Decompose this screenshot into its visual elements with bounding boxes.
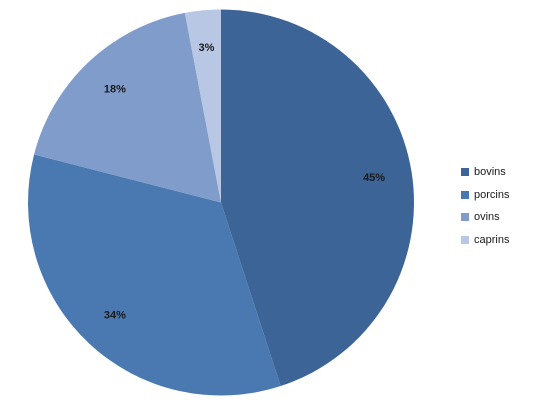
legend-item-ovins: ovins [461,206,509,229]
pie-slice-ovins [34,12,222,203]
legend-item-porcins: porcins [461,184,509,207]
legend-swatch-porcins [461,190,469,199]
pie-slice-bovins [221,9,414,387]
legend: bovins porcins ovins caprins [461,161,509,251]
legend-label-ovins: ovins [474,211,500,224]
pie-slice-caprins [184,9,221,203]
legend-swatch-bovins [461,168,469,177]
data-label-caprins: 3% [198,42,214,54]
legend-label-porcins: porcins [474,188,510,201]
data-label-porcins: 34% [104,309,126,321]
legend-label-caprins: caprins [474,233,510,246]
legend-item-bovins: bovins [461,161,509,184]
legend-item-caprins: caprins [461,229,509,252]
pie-slice-porcins [27,154,281,396]
pie-slices [27,9,414,396]
data-label-bovins: 45% [363,172,385,184]
legend-label-bovins: bovins [474,166,506,179]
data-label-ovins: 18% [104,83,126,95]
pie-data-labels: 45% 34% 18% 3% [104,42,385,321]
legend-swatch-ovins [461,213,469,222]
legend-swatch-caprins [461,235,469,244]
